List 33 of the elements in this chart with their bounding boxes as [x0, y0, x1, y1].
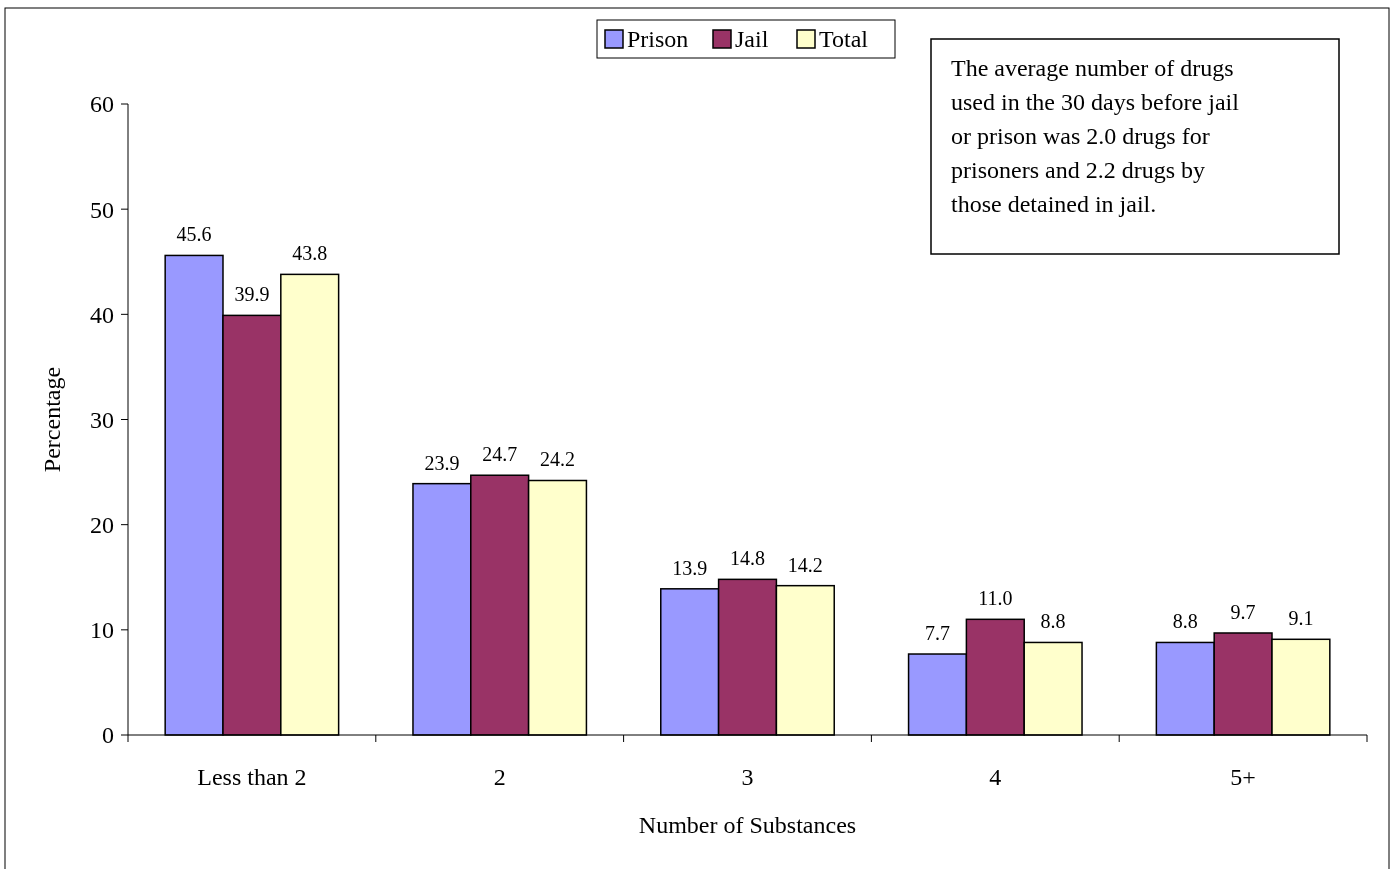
x-tick-label: 3 — [741, 764, 754, 790]
data-label: 11.0 — [978, 587, 1013, 610]
y-tick-label: 30 — [90, 406, 114, 433]
data-label: 8.8 — [1040, 610, 1066, 633]
annotation: The average number of drugs used in the 30 days before jail or prison was 2.0 drugs for prisoners and 2.2 drugs by those detained in jail. — [951, 55, 1240, 217]
x-tick-label: Less than 2 — [197, 764, 307, 790]
x-tick-label: 4 — [989, 764, 1002, 790]
y-tick-label: 0 — [102, 722, 114, 749]
y-tick-label: 40 — [90, 301, 114, 328]
data-label: 23.9 — [424, 451, 460, 474]
data-label: 7.7 — [924, 622, 950, 645]
data-label: 24.2 — [540, 448, 576, 471]
x-axis-title: Number of Substances — [638, 812, 857, 838]
data-label: 24.7 — [482, 443, 518, 466]
x-tick-label: 5+ — [1230, 764, 1256, 790]
legend-label: Prison — [627, 26, 689, 53]
data-label: 45.6 — [176, 223, 212, 246]
data-label: 39.9 — [234, 283, 270, 306]
data-label: 8.8 — [1172, 610, 1198, 633]
data-label: 13.9 — [672, 556, 708, 579]
data-label: 43.8 — [292, 242, 328, 265]
legend-label: Total — [819, 26, 869, 53]
y-tick-label: 60 — [90, 91, 114, 118]
data-label: 14.8 — [730, 547, 765, 570]
x-tick-label: 2 — [493, 764, 506, 790]
data-label: 9.1 — [1288, 607, 1314, 630]
data-label: 14.2 — [787, 553, 823, 576]
legend-label: Jail — [735, 26, 769, 53]
y-axis-title: Percentage — [39, 366, 65, 473]
y-tick-label: 10 — [90, 617, 114, 644]
y-tick-label: 20 — [90, 512, 114, 539]
data-label: 9.7 — [1230, 600, 1256, 623]
y-tick-label: 50 — [90, 196, 114, 223]
